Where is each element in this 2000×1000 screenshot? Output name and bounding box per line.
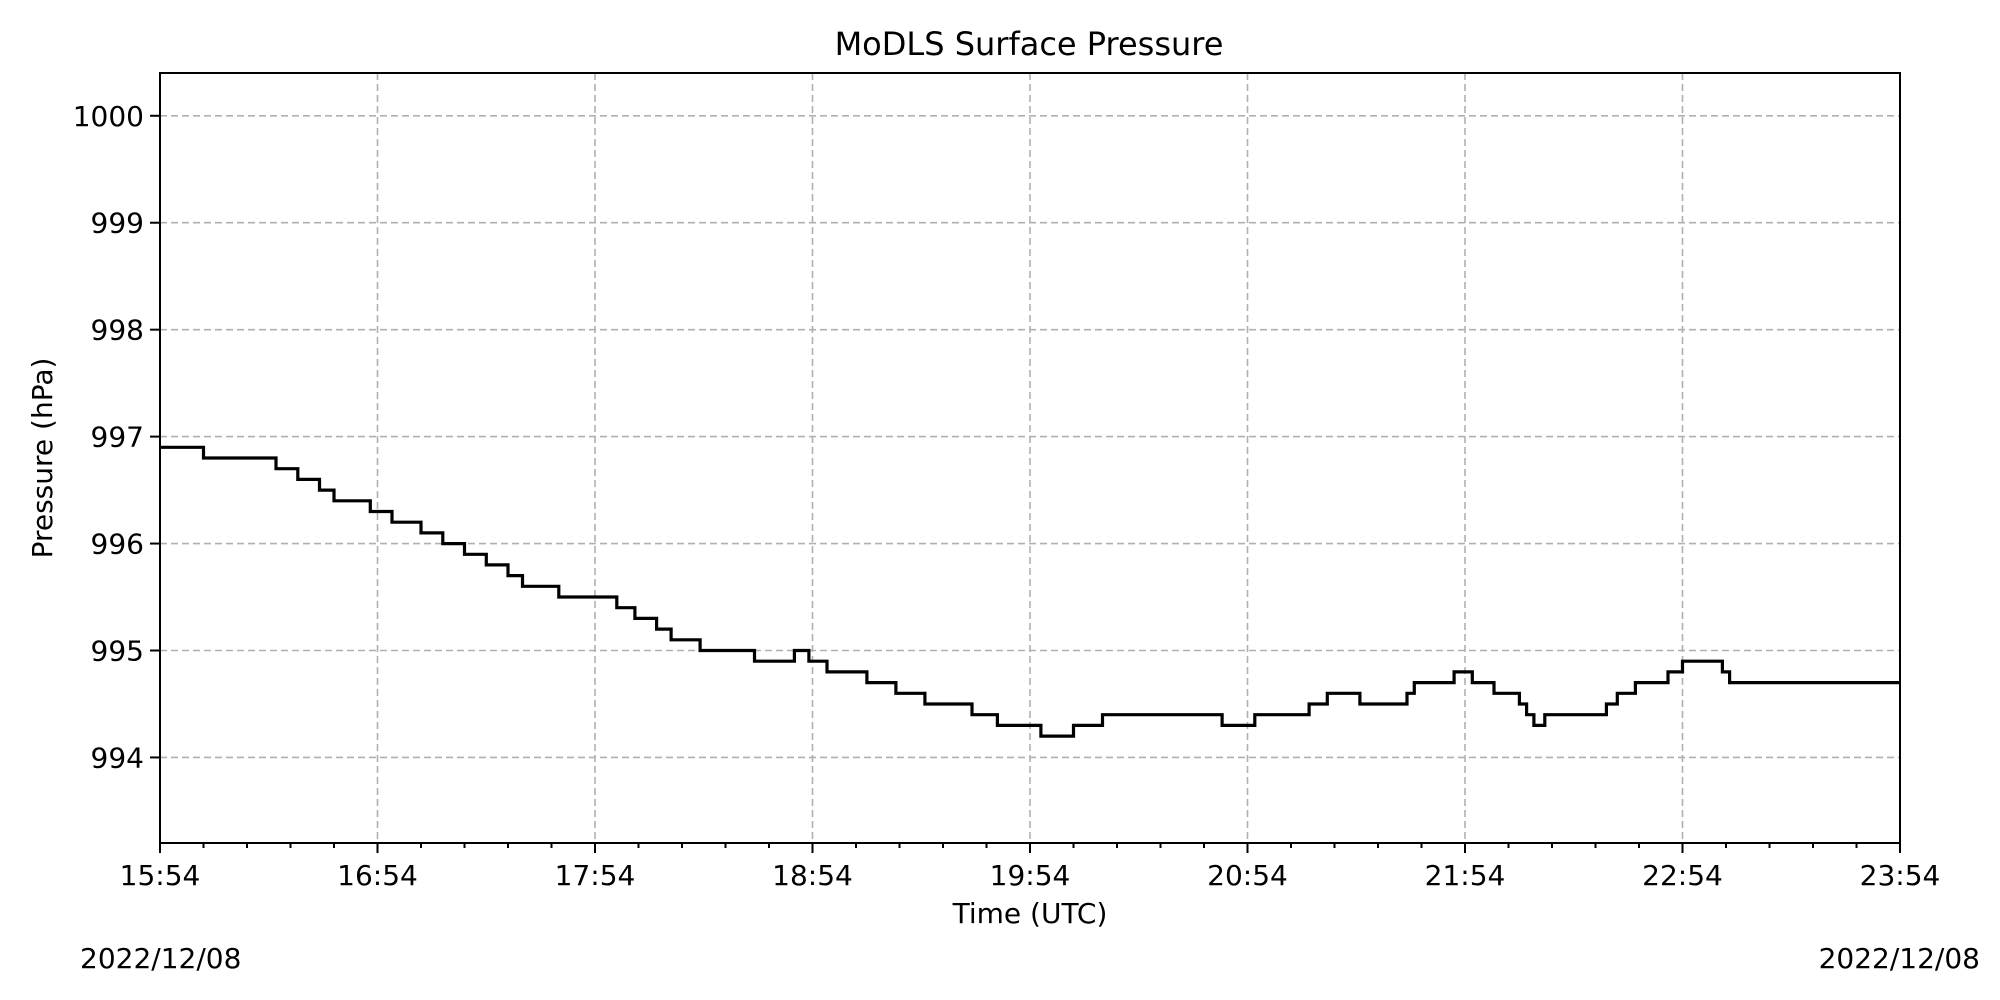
x-tick-label: 21:54 [1425,859,1506,892]
x-tick-label: 20:54 [1207,859,1288,892]
y-tick-label: 995 [91,635,144,668]
x-tick-label: 23:54 [1860,859,1941,892]
series-layer [160,445,1900,738]
end-date-label: 2022/12/08 [1819,942,1980,975]
pressure-series-line [160,445,1900,738]
y-tick-label: 998 [91,314,144,347]
x-tick-label: 17:54 [555,859,636,892]
chart-title: MoDLS Surface Pressure [835,25,1224,63]
grid [159,73,1901,843]
y-tick-label: 999 [91,207,144,240]
x-tick-label: 15:54 [120,859,201,892]
y-tick-label: 997 [91,421,144,454]
x-tick-label: 19:54 [990,859,1071,892]
y-tick-label: 996 [91,528,144,561]
x-tick-label: 22:54 [1642,859,1723,892]
y-axis-label: Pressure (hPa) [26,358,59,559]
x-tick-label: 16:54 [337,859,418,892]
x-axis: 15:54 16:54 17:54 18:54 19:54 20:54 21:54 22:54… [120,843,1941,892]
y-tick-label: 994 [91,741,144,774]
x-axis-label: Time (UTC) [952,897,1108,930]
y-tick-label: 1000 [73,100,144,133]
x-tick-label: 18:54 [772,859,853,892]
start-date-label: 2022/12/08 [80,942,241,975]
y-axis: 994 995 996 997 998 999 1000 [73,100,160,774]
